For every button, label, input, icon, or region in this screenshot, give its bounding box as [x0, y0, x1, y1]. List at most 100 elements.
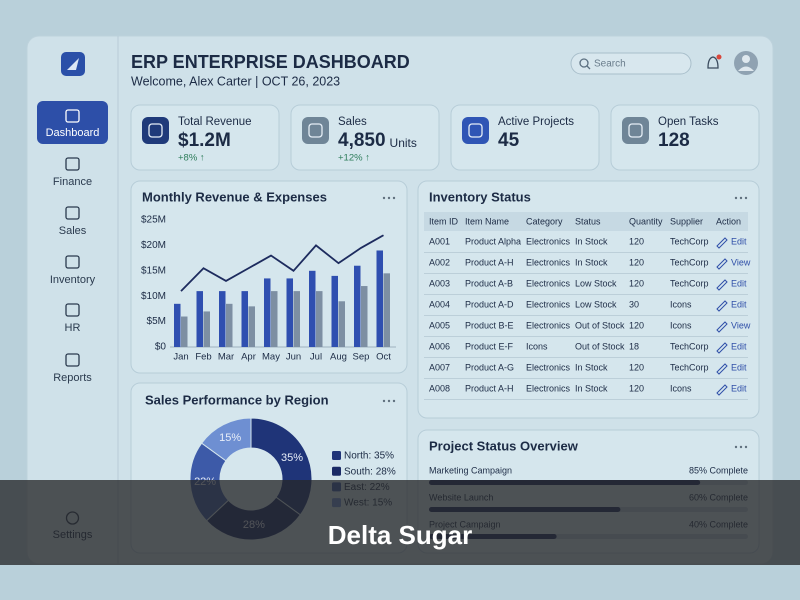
- nav-label: Inventory: [50, 274, 96, 286]
- nav-item[interactable]: Dashboard: [37, 101, 108, 144]
- legend-label: North: 35%: [344, 451, 394, 462]
- nav-label: Sales: [59, 225, 87, 237]
- kpi-icon: [462, 117, 489, 144]
- bar: [309, 270, 316, 347]
- x-tick-label: Sep: [353, 352, 370, 363]
- bar: [331, 275, 338, 347]
- panel: [417, 180, 760, 419]
- kpi-label: Open Tasks: [658, 116, 719, 128]
- x-tick-label: Jan: [173, 352, 188, 363]
- table-cell: TechCorp: [670, 278, 709, 288]
- more-menu[interactable]: [734, 196, 748, 200]
- more-menu[interactable]: [382, 196, 396, 200]
- chart-title: Monthly Revenue & Expenses: [142, 189, 327, 204]
- caption-band: [0, 480, 800, 565]
- nav-icon: [65, 303, 80, 317]
- bar: [293, 291, 300, 347]
- kpi-value: 45: [498, 130, 520, 151]
- x-tick-label: May: [262, 352, 280, 363]
- table-cell: Product Alpha: [465, 236, 521, 246]
- table-cell: 120: [629, 383, 644, 393]
- table-cell: A004: [429, 299, 450, 309]
- table-cell: Electronics: [526, 383, 571, 393]
- y-tick-label: $10M: [141, 291, 166, 302]
- action-link: Edit: [731, 278, 747, 288]
- action-link: Edit: [731, 383, 747, 393]
- row-action[interactable]: Edit: [716, 383, 747, 396]
- avatar[interactable]: [734, 51, 758, 75]
- kpi-change: +12% ↑: [338, 153, 370, 164]
- table-cell: Icons: [526, 341, 548, 351]
- table-cell: In Stock: [575, 383, 608, 393]
- menu-dot: [744, 445, 748, 449]
- bar: [338, 301, 345, 347]
- column-header: Item Name: [465, 216, 509, 226]
- row-action[interactable]: View: [716, 320, 751, 333]
- pie-slice: [200, 417, 252, 462]
- search-field[interactable]: [570, 52, 692, 75]
- bar: [241, 291, 248, 347]
- nav-item[interactable]: Reports: [53, 353, 92, 384]
- nav-item[interactable]: Inventory: [50, 255, 96, 286]
- row-action[interactable]: Edit: [716, 341, 747, 354]
- table-header-bg: [424, 212, 748, 231]
- row-action[interactable]: Edit: [716, 278, 747, 291]
- nav-label: HR: [65, 322, 81, 334]
- more-menu[interactable]: [734, 445, 748, 449]
- legend-label: South: 28%: [344, 466, 396, 477]
- nav-label: Dashboard: [46, 127, 100, 139]
- nav-item[interactable]: Sales: [59, 206, 87, 237]
- table-cell: Electronics: [526, 299, 571, 309]
- bar: [226, 303, 233, 347]
- bar: [181, 316, 188, 347]
- legend-swatch: [332, 451, 341, 460]
- pencil-icon: [716, 300, 728, 312]
- table-cell: TechCorp: [670, 362, 709, 372]
- table-cell: A002: [429, 257, 450, 267]
- bell-icon: [707, 56, 719, 69]
- table-cell: Electronics: [526, 257, 571, 267]
- legend-swatch: [332, 466, 341, 476]
- y-tick-label: $0: [155, 342, 167, 353]
- nav-icon: [65, 206, 80, 220]
- kpi-icon-glyph: [148, 123, 163, 138]
- table-cell: In Stock: [575, 236, 608, 246]
- menu-dot: [392, 399, 396, 403]
- table-cell: Electronics: [526, 320, 571, 330]
- table-cell: TechCorp: [670, 236, 709, 246]
- row-action[interactable]: View: [716, 257, 751, 270]
- nav-item[interactable]: HR: [65, 303, 81, 334]
- notifications[interactable]: [707, 54, 722, 69]
- chart-title: Sales Performance by Region: [145, 392, 329, 407]
- more-menu[interactable]: [382, 399, 396, 403]
- table-cell: 120: [629, 236, 644, 246]
- table-cell: 18: [629, 341, 639, 351]
- table-cell: A003: [429, 278, 450, 288]
- menu-dot: [739, 445, 743, 449]
- nav-icon: [65, 157, 80, 171]
- table-cell: Product A-B: [465, 278, 513, 288]
- bar: [354, 265, 361, 347]
- menu-dot: [387, 399, 391, 403]
- bar: [286, 278, 293, 347]
- bar: [271, 291, 278, 347]
- table-cell: TechCorp: [670, 341, 709, 351]
- kpi-icon-glyph: [308, 123, 323, 138]
- search-box[interactable]: Search: [570, 52, 692, 75]
- table-cell: A007: [429, 362, 450, 372]
- action-link: Edit: [731, 236, 747, 246]
- nav-icon: [65, 255, 80, 269]
- row-action[interactable]: Edit: [716, 362, 747, 375]
- row-action[interactable]: Edit: [716, 236, 747, 249]
- pencil-icon: [716, 363, 728, 375]
- caption-text: Delta Sugar: [328, 520, 473, 550]
- table-cell: Product A-G: [465, 362, 514, 372]
- page-title: ERP ENTERPRISE DASHBOARD: [131, 52, 410, 72]
- x-tick-label: Aug: [330, 352, 347, 363]
- table-cell: 120: [629, 320, 644, 330]
- row-action[interactable]: Edit: [716, 299, 747, 312]
- nav-item[interactable]: Finance: [53, 157, 92, 188]
- search-icon: [579, 58, 589, 68]
